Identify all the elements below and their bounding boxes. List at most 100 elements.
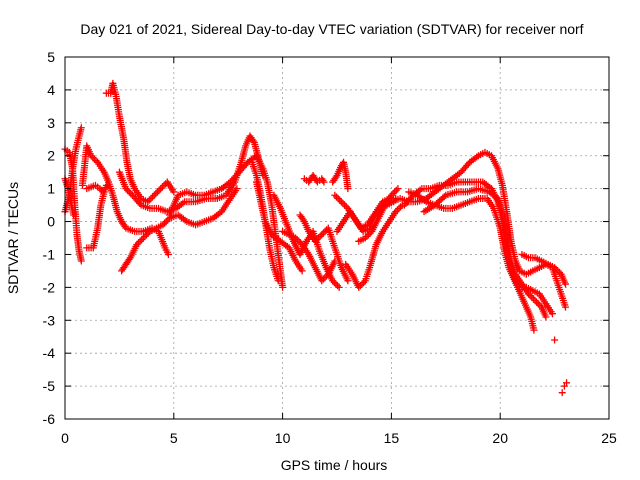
series-track-t <box>342 201 406 291</box>
data-point <box>339 199 347 207</box>
data-point <box>524 290 532 298</box>
data-point <box>321 273 329 281</box>
x-tick-label: 5 <box>170 430 178 446</box>
data-point <box>161 219 169 227</box>
data-point <box>311 237 319 245</box>
data-point <box>329 277 337 285</box>
data-point <box>152 190 160 198</box>
data-point <box>394 185 402 193</box>
data-point <box>395 204 403 212</box>
data-point <box>533 298 541 306</box>
series-track-p <box>300 171 328 186</box>
data-point <box>330 278 338 286</box>
x-tick-label: 15 <box>384 430 400 446</box>
data-point <box>337 198 345 206</box>
data-point <box>96 185 104 193</box>
data-point <box>157 185 165 193</box>
data-point <box>548 310 556 318</box>
series-track-j <box>165 152 287 291</box>
data-point <box>334 282 342 290</box>
data-point <box>397 203 405 211</box>
series-track-u <box>355 185 402 245</box>
data-point <box>318 277 326 285</box>
data-point <box>370 211 378 219</box>
data-point <box>295 237 303 245</box>
data-point <box>77 257 85 265</box>
series-track-v <box>387 148 569 311</box>
data-point <box>136 237 144 245</box>
x-tick-label: 20 <box>492 430 508 446</box>
data-point <box>554 267 562 275</box>
series-track-i <box>118 185 241 275</box>
series-track-z <box>518 250 569 288</box>
data-point <box>361 234 369 242</box>
data-point <box>87 152 95 160</box>
y-axis-title: SDTVAR / TECUs <box>5 182 21 294</box>
data-point <box>530 326 538 334</box>
data-point <box>387 191 395 199</box>
y-tick-label: 5 <box>47 49 55 65</box>
data-point <box>144 229 152 237</box>
data-point <box>162 218 170 226</box>
data-point <box>363 232 371 240</box>
chart-title: Day 021 of 2021, Sidereal Day-to-day VTE… <box>80 21 583 37</box>
data-point <box>558 389 566 397</box>
data-point <box>335 283 343 291</box>
data-point <box>158 183 166 191</box>
data-point <box>134 239 142 247</box>
data-point <box>440 193 448 201</box>
data-point <box>561 303 569 311</box>
data-point <box>233 185 241 193</box>
x-axis-title: GPS time / hours <box>281 457 388 473</box>
series-track-o <box>296 211 352 285</box>
data-point <box>551 336 559 344</box>
data-point <box>150 191 158 199</box>
series-track-f <box>83 181 107 196</box>
data-point <box>125 255 133 263</box>
data-point <box>534 300 542 308</box>
y-tick-label: 2 <box>47 148 55 164</box>
data-point <box>249 137 257 145</box>
data-point <box>159 221 167 229</box>
data-point <box>147 195 155 203</box>
data-point <box>133 241 141 249</box>
data-point <box>542 313 550 321</box>
y-tick-label: 0 <box>47 214 55 230</box>
data-point <box>99 188 107 196</box>
data-point <box>341 201 349 209</box>
data-point <box>141 232 149 240</box>
data-point <box>391 188 399 196</box>
data-point <box>528 293 536 301</box>
data-point <box>323 272 331 280</box>
data-point <box>392 208 400 216</box>
data-point <box>552 265 560 273</box>
data-point <box>389 190 397 198</box>
data-point <box>344 185 352 193</box>
y-tick-label: 1 <box>47 181 55 197</box>
data-point <box>529 295 537 303</box>
data-point <box>155 186 163 194</box>
data-point <box>334 195 342 203</box>
series-track-y <box>420 185 550 321</box>
data-point <box>321 227 329 235</box>
data-point <box>332 280 340 288</box>
series-track-g <box>102 79 178 206</box>
y-tick-label: -2 <box>43 279 56 295</box>
data-point <box>102 181 110 189</box>
y-tick-label: -6 <box>43 411 56 427</box>
data-point <box>298 267 306 275</box>
data-point <box>293 236 301 244</box>
x-tick-label: 25 <box>601 430 617 446</box>
data-point <box>342 203 350 211</box>
data-point <box>358 280 366 288</box>
data-point <box>536 301 544 309</box>
data-point <box>563 379 571 387</box>
series-track-q <box>329 158 352 193</box>
data-point <box>526 292 534 300</box>
series-track-l <box>252 178 306 275</box>
y-tick-label: 3 <box>47 115 55 131</box>
data-point <box>279 283 287 291</box>
data-point <box>331 191 339 199</box>
data-point <box>153 188 161 196</box>
